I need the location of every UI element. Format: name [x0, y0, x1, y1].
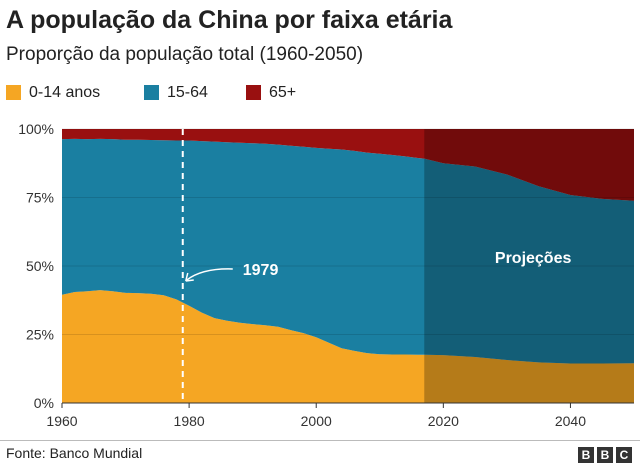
- legend-label-15-64: 15-64: [167, 84, 208, 101]
- x-tick-label: 2020: [428, 413, 459, 429]
- marker-arrow: [186, 268, 233, 281]
- x-tick-label: 1980: [174, 413, 205, 429]
- legend-label-65-plus: 65+: [269, 84, 297, 101]
- series-area-65: [62, 129, 634, 201]
- chart-title: A população da China por faixa etária: [6, 6, 453, 34]
- y-tick-label: 25%: [26, 327, 54, 343]
- x-tick-label: 2000: [301, 413, 332, 429]
- marker-arrowhead: [185, 272, 194, 282]
- bbc-logo-letter: B: [578, 447, 594, 463]
- legend-swatch-65-plus: [246, 85, 261, 100]
- projection-shade: [424, 129, 634, 403]
- series-area-0-14-anos: [62, 290, 634, 403]
- y-tick-label: 75%: [26, 190, 54, 206]
- legend-swatch-15-64: [144, 85, 159, 100]
- y-tick-label: 50%: [26, 258, 54, 274]
- marker-label: 1979: [243, 262, 279, 279]
- legend-label-0-14: 0-14 anos: [29, 84, 101, 101]
- legend-swatch-0-14: [6, 85, 21, 100]
- bbc-logo: B B C: [578, 447, 632, 463]
- y-tick-label: 100%: [18, 121, 54, 137]
- x-tick-label: 2040: [555, 413, 586, 429]
- chart-subtitle: Proporção da população total (1960-2050): [6, 44, 364, 65]
- bbc-logo-letter: C: [616, 447, 632, 463]
- bbc-logo-letter: B: [597, 447, 613, 463]
- source-note: Fonte: Banco Mundial: [6, 445, 143, 461]
- projection-label: Projeções: [495, 250, 572, 267]
- series-area-15-64: [62, 138, 634, 364]
- x-tick-label: 1960: [46, 413, 77, 429]
- area-chart: 0% 25% 50% 75% 100% 1960 1980 2000 2020 2040 1979 P…: [18, 121, 634, 429]
- footer-divider: [0, 440, 640, 441]
- y-tick-label: 0%: [34, 395, 54, 411]
